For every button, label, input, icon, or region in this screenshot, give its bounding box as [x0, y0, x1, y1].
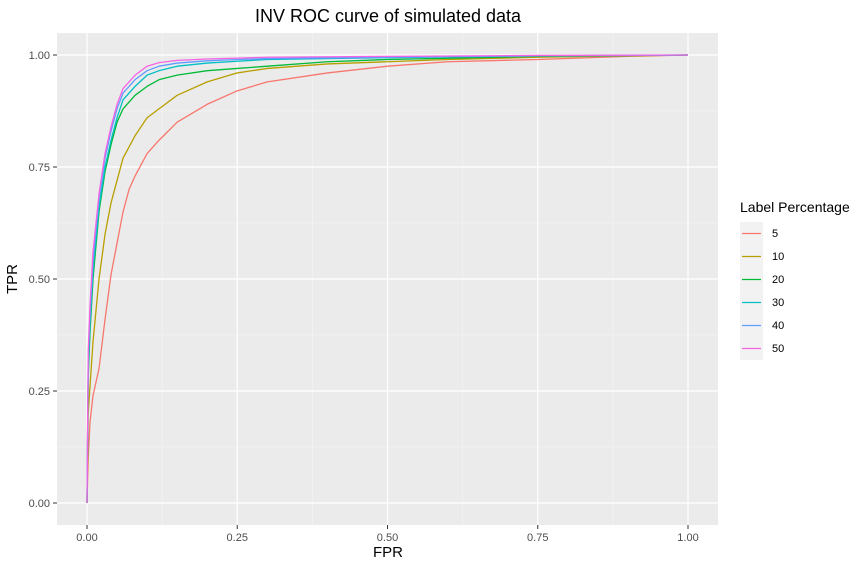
legend-title: Label Percentage: [740, 199, 850, 215]
y-tick-label: 0.00: [29, 498, 50, 510]
series-line-20: [86, 54, 689, 504]
legend-label-30: 30: [772, 297, 784, 309]
x-tick-label: 0.50: [377, 532, 398, 544]
x-tick-label: 0.25: [227, 532, 248, 544]
y-tick-label: 0.50: [29, 274, 50, 286]
legend-label-10: 10: [772, 251, 784, 263]
series-line-10: [86, 54, 689, 504]
x-tick-label: 0.75: [527, 532, 548, 544]
x-tick-label: 1.00: [677, 532, 698, 544]
y-tick-label: 0.75: [29, 162, 50, 174]
legend-label-20: 20: [772, 274, 784, 286]
legend: Label Percentage 5 10 20 30 40 50: [740, 199, 850, 360]
series-line-5: [86, 54, 689, 504]
legend-label-5: 5: [772, 228, 778, 240]
y-axis-ticks: 0.00 0.25 0.50 0.75 1.00: [29, 50, 57, 510]
legend-label-40: 40: [772, 320, 784, 332]
x-tick-label: 0.00: [76, 532, 97, 544]
y-axis-title: TPR: [4, 264, 21, 294]
major-gridlines: [57, 33, 718, 525]
x-axis-ticks: 0.00 0.25 0.50 0.75 1.00: [76, 525, 699, 544]
legend-label-50: 50: [772, 343, 784, 355]
y-tick-label: 0.25: [29, 386, 50, 398]
series-line-50: [86, 54, 689, 504]
y-tick-label: 1.00: [29, 50, 50, 62]
series-lines: [86, 54, 689, 504]
x-axis-title: FPR: [373, 544, 403, 561]
chart-title: INV ROC curve of simulated data: [255, 6, 522, 26]
